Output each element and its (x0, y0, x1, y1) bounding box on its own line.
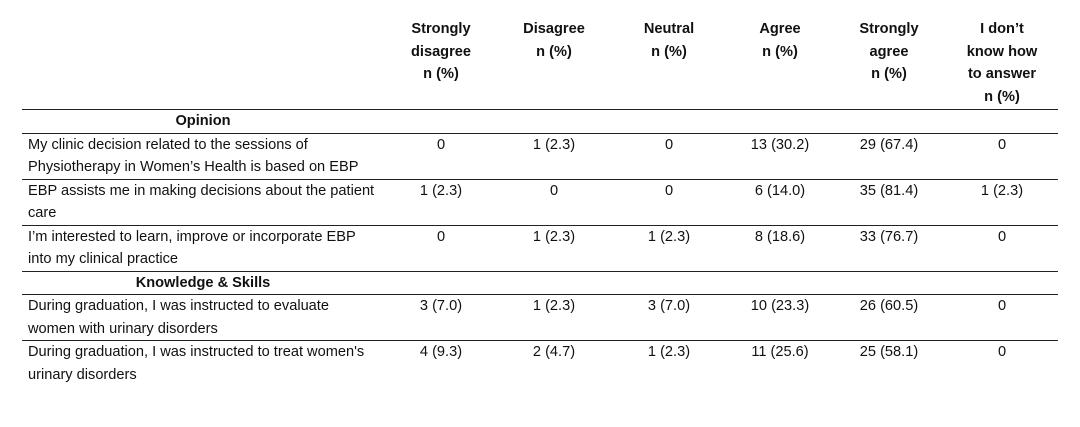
value-cell: 0 (384, 133, 498, 180)
column-header-neutral: Neutral n (%) (610, 18, 728, 110)
value-cell: 0 (946, 133, 1058, 180)
value-cell: 1 (2.3) (647, 344, 691, 360)
value-cell: 1 (2.3) (498, 294, 610, 341)
column-header-strongly-disagree: Strongly disagree n (%) (384, 18, 498, 110)
survey-results-table: Strongly disagree n (%) Disagree n (%) N… (22, 18, 1058, 386)
value-cell: 3 (7.0) (610, 294, 728, 341)
value-cell: 6 (14.0) (728, 179, 832, 226)
statement-cell: I’m interested to learn, improve or inco… (22, 225, 384, 272)
section-header-opinion: Opinion (22, 109, 1058, 134)
value-cell: 1 (2.3) (384, 179, 498, 226)
value-cell: 13 (30.2) (728, 133, 832, 180)
value-cell: 11 (25.6) (751, 344, 809, 360)
value-cell: 0 (384, 225, 498, 272)
value-cell: 2 (4.7) (532, 344, 576, 360)
column-header-strongly-agree: Strongly agree n (%) (832, 18, 946, 110)
statement-cell: During graduation, I was instructed to t… (28, 344, 365, 383)
section-title: Knowledge & Skills (22, 271, 384, 295)
value-cell: 4 (9.3) (419, 344, 463, 360)
value-cell: 0 (610, 133, 728, 180)
table-row: I’m interested to learn, improve or inco… (22, 225, 1058, 272)
value-cell: 35 (81.4) (832, 179, 946, 226)
value-cell: 0 (946, 225, 1058, 272)
section-header-knowledge-skills: Knowledge & Skills (22, 271, 1058, 295)
table-row: EBP assists me in making decisions about… (22, 179, 1058, 226)
value-cell: 8 (18.6) (728, 225, 832, 272)
value-cell: 0 (498, 179, 610, 226)
table-row: My clinic decision related to the sessio… (22, 133, 1058, 180)
statement-cell: During graduation, I was instructed to e… (22, 294, 384, 341)
value-cell: 3 (7.0) (384, 294, 498, 341)
section-title: Opinion (22, 109, 384, 134)
column-header-dont-know: I don’t know how to answer n (%) (946, 18, 1058, 110)
value-cell: 26 (60.5) (832, 294, 946, 341)
value-cell: 29 (67.4) (832, 133, 946, 180)
column-header-disagree: Disagree n (%) (498, 18, 610, 110)
column-header-agree: Agree n (%) (728, 18, 832, 110)
table-row: During graduation, I was instructed to t… (22, 341, 1058, 387)
statement-cell: EBP assists me in making decisions about… (22, 179, 384, 226)
value-cell: 0 (610, 179, 728, 226)
statement-cell: My clinic decision related to the sessio… (22, 133, 384, 180)
value-cell: 1 (2.3) (610, 225, 728, 272)
value-cell: 0 (997, 344, 1007, 360)
value-cell: 1 (2.3) (946, 179, 1058, 226)
value-cell: 1 (2.3) (498, 225, 610, 272)
value-cell: 1 (2.3) (498, 133, 610, 180)
value-cell: 33 (76.7) (832, 225, 946, 272)
value-cell: 10 (23.3) (728, 294, 832, 341)
table-row: During graduation, I was instructed to e… (22, 294, 1058, 341)
header-row: Strongly disagree n (%) Disagree n (%) N… (22, 18, 1058, 110)
header-blank-cell (22, 18, 384, 110)
value-cell: 0 (946, 294, 1058, 341)
value-cell: 25 (58.1) (859, 344, 919, 360)
